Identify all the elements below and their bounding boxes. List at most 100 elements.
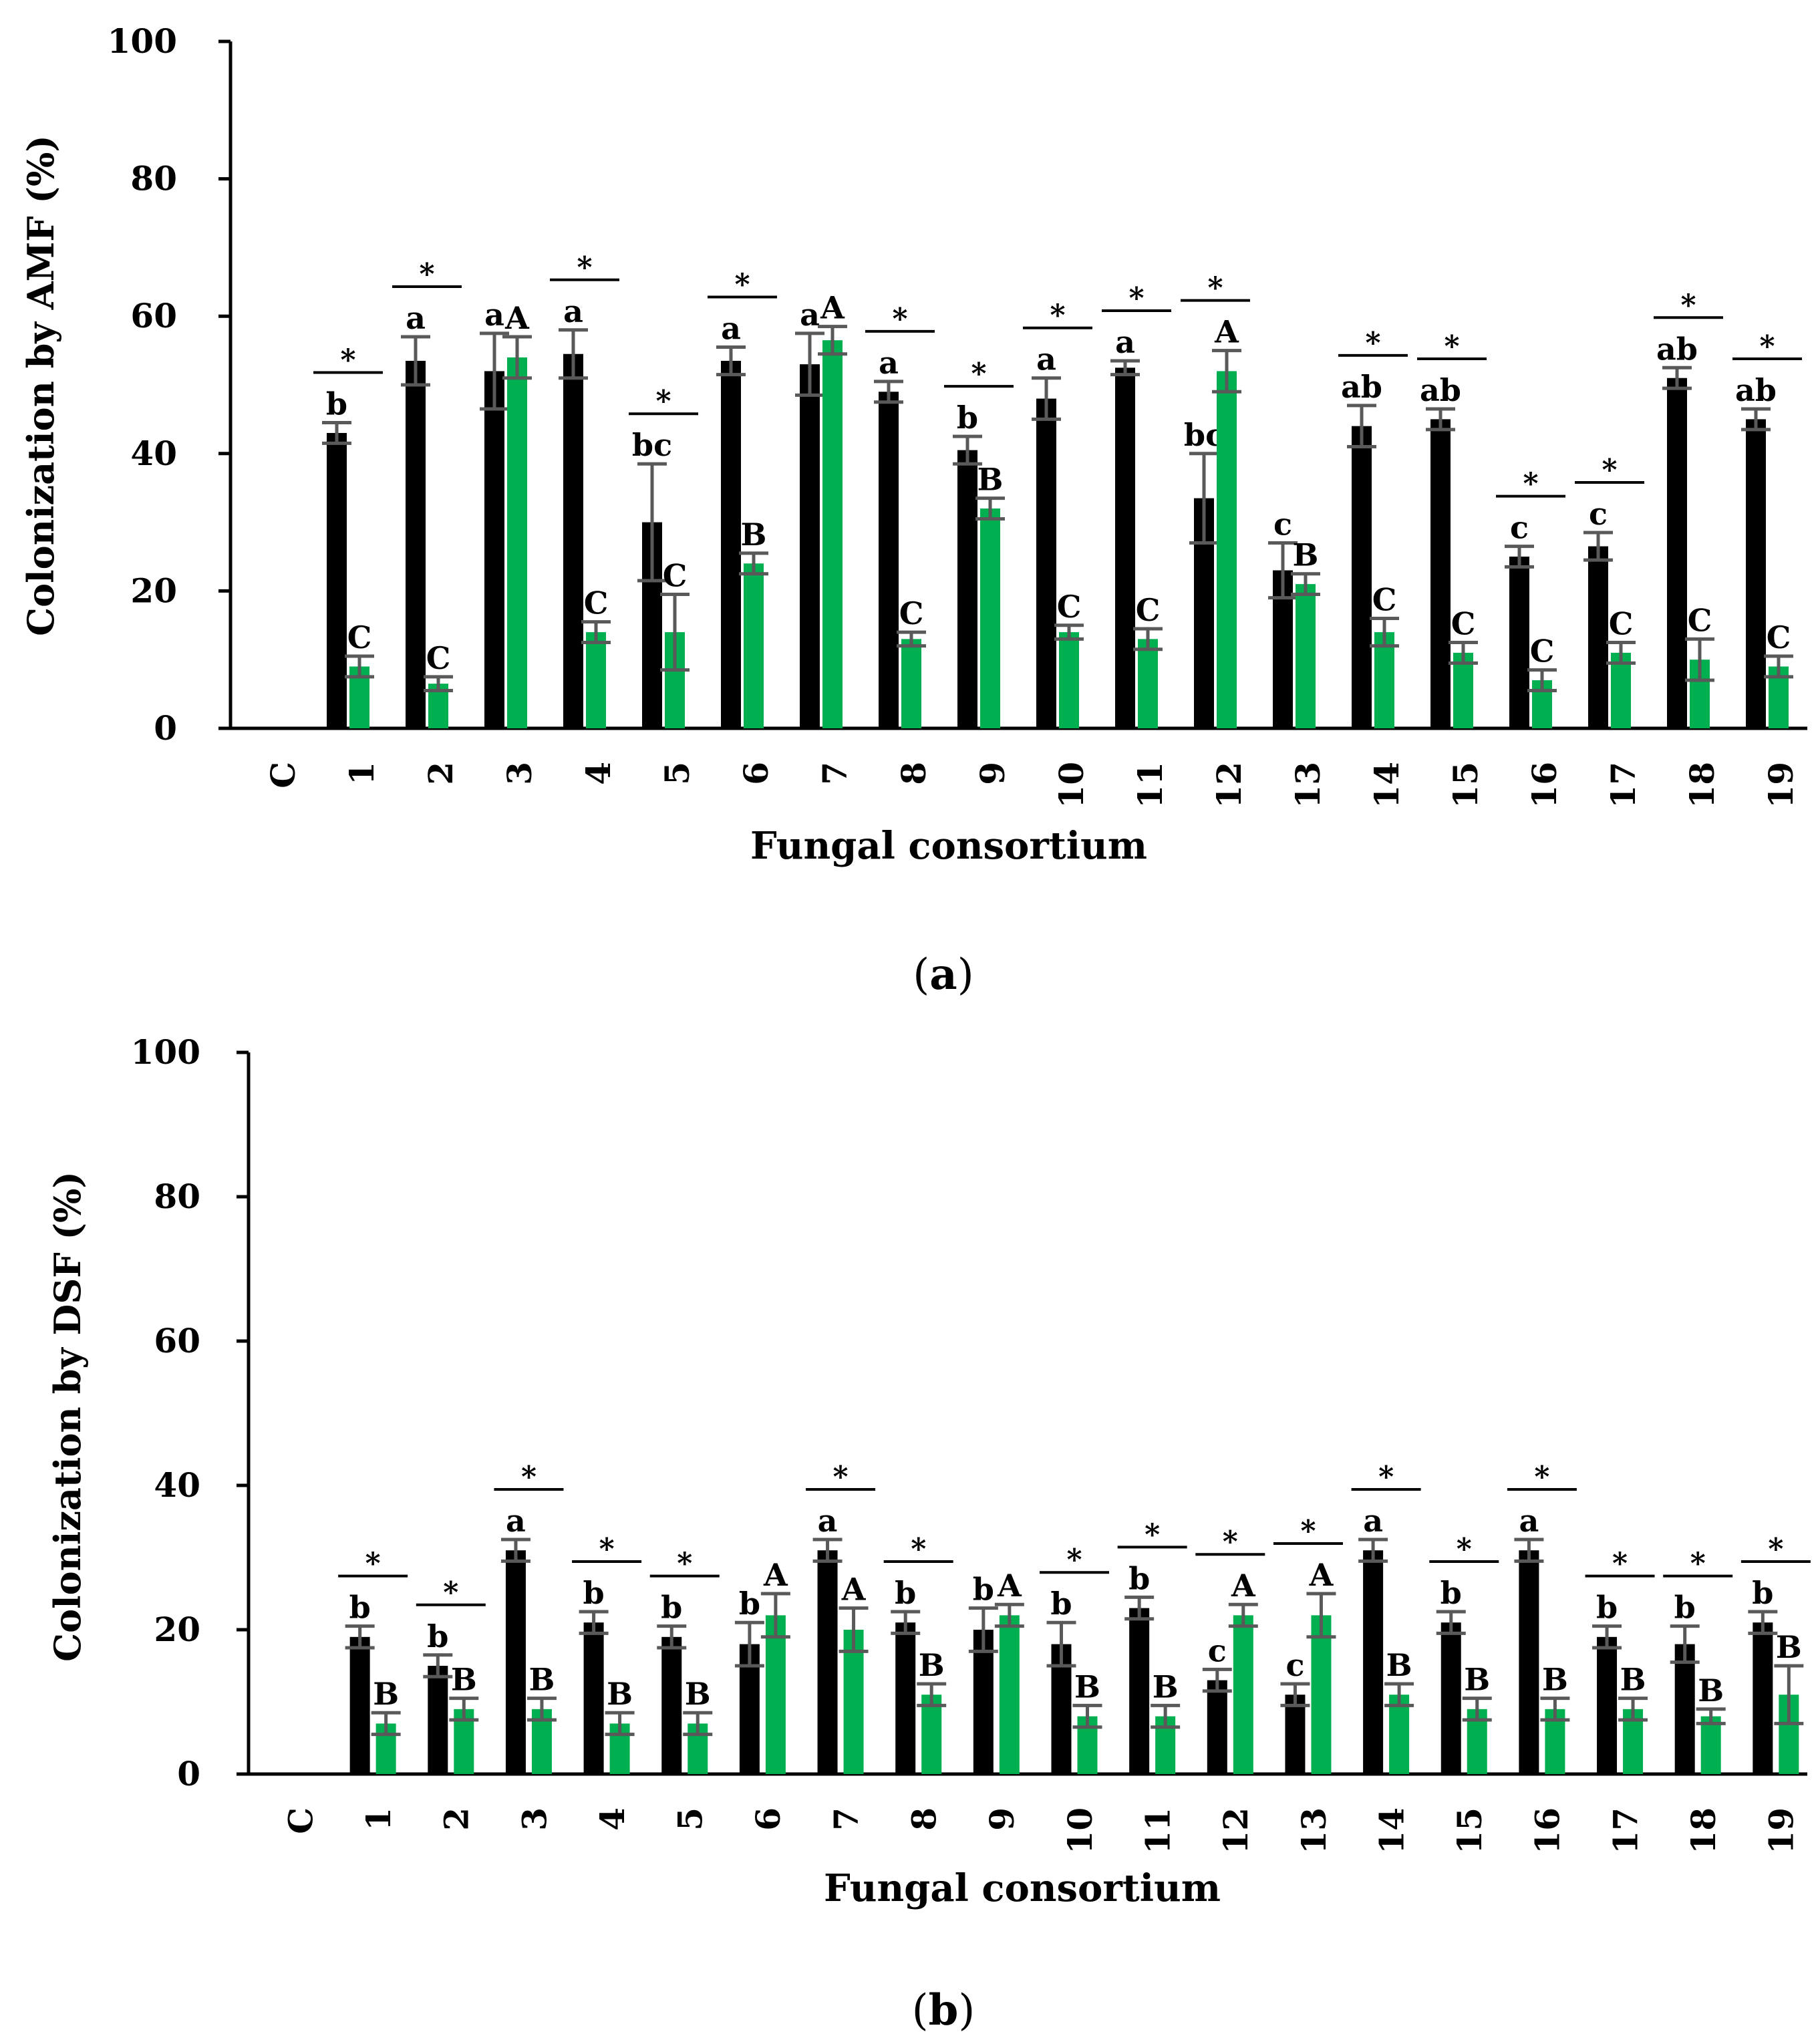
bar-series-1 xyxy=(1285,1695,1306,1774)
significance-letter: A xyxy=(997,1568,1022,1604)
panel-b-chart: 0 20 40 60 80 100 Colonization by DSF (%) Funga… xyxy=(46,1032,1811,2035)
panel-a-chart: 0 20 40 60 80 100 Colonization by AMF (%) Funga… xyxy=(19,21,1807,1000)
significance-asterisk: * xyxy=(833,1460,849,1494)
x-tick-label: 9 xyxy=(982,1807,1022,1831)
bar-series-1 xyxy=(1129,1608,1150,1774)
x-tick-label: 14 xyxy=(1372,1807,1411,1854)
x-tick-label: 4 xyxy=(593,1807,632,1831)
significance-letter: A xyxy=(1214,314,1239,350)
significance-letter: a xyxy=(1036,341,1056,378)
significance-letter: b xyxy=(895,1575,916,1611)
significance-letter: B xyxy=(685,1676,711,1712)
x-tick-label: 17 xyxy=(1606,1807,1645,1854)
bar-series-1 xyxy=(563,353,583,728)
significance-letter: C xyxy=(1136,592,1161,628)
significance-letter: A xyxy=(820,290,845,326)
significance-letter: B xyxy=(1620,1662,1646,1698)
bar-series-2 xyxy=(1296,584,1316,728)
significance-letter: a xyxy=(563,293,583,329)
significance-asterisk: * xyxy=(1223,1525,1238,1559)
bar-series-2 xyxy=(921,1695,942,1774)
significance-letter: b xyxy=(1128,1560,1150,1596)
x-tick-label: C xyxy=(281,1807,320,1834)
significance-letter: b xyxy=(973,1572,994,1608)
significance-letter: ab xyxy=(1420,372,1461,408)
x-tick-label: 16 xyxy=(1528,1807,1567,1854)
significance-letter: C xyxy=(584,585,609,621)
significance-asterisk: * xyxy=(599,1532,615,1566)
significance-asterisk: * xyxy=(419,257,434,291)
significance-letter: bc xyxy=(632,427,672,463)
x-tick-label: 12 xyxy=(1216,1807,1255,1854)
significance-letter: B xyxy=(1293,537,1319,573)
x-tick-label: 3 xyxy=(514,1807,554,1831)
x-tick-label: 2 xyxy=(437,1807,476,1831)
y-axis-title: Colonization by DSF (%) xyxy=(46,1171,89,1662)
panel-caption: (a) xyxy=(913,950,973,1000)
bar-series-2 xyxy=(1311,1615,1332,1774)
bar-series-1 xyxy=(1588,546,1608,728)
bar-series-2 xyxy=(586,632,606,728)
significance-asterisk: * xyxy=(1050,299,1065,333)
significance-asterisk: * xyxy=(1457,1532,1472,1566)
significance-letter: b xyxy=(1752,1575,1773,1611)
x-tick-label: C xyxy=(263,762,303,788)
significance-letter: C xyxy=(663,558,688,594)
x-tick-label: 5 xyxy=(657,762,697,785)
significance-letter: a xyxy=(800,297,820,333)
x-tick-label: 19 xyxy=(1762,1807,1801,1854)
y-tick-label: 100 xyxy=(131,1032,200,1072)
significance-letter: b xyxy=(427,1618,448,1654)
bar-series-2 xyxy=(1611,652,1631,728)
significance-asterisk: * xyxy=(1602,453,1617,487)
significance-letter: b xyxy=(739,1586,760,1622)
significance-asterisk: * xyxy=(1207,271,1223,305)
significance-asterisk: * xyxy=(1128,281,1144,315)
bar-series-1 xyxy=(1363,1550,1384,1774)
y-tick-label: 40 xyxy=(154,1465,200,1505)
bar-series-1 xyxy=(1430,419,1451,728)
significance-letter: B xyxy=(451,1662,477,1698)
x-tick-label: 4 xyxy=(579,762,618,785)
x-tick-label: 18 xyxy=(1684,1807,1723,1854)
caption-close-paren: ) xyxy=(957,950,974,1000)
significance-letter: ab xyxy=(1341,369,1382,405)
significance-asterisk: * xyxy=(443,1576,458,1610)
significance-letter: b xyxy=(661,1590,682,1626)
significance-asterisk: * xyxy=(971,357,986,391)
significance-letter: C xyxy=(1530,633,1555,670)
bar-series-2 xyxy=(822,340,843,728)
significance-letter: B xyxy=(529,1662,555,1698)
significance-letter: C xyxy=(1688,602,1712,638)
y-tick-label: 20 xyxy=(154,1610,200,1649)
significance-asterisk: * xyxy=(1768,1532,1783,1566)
x-tick-label: 10 xyxy=(1052,762,1091,809)
y-tick-label: 0 xyxy=(177,1754,200,1793)
significance-asterisk: * xyxy=(677,1547,692,1581)
x-tick-label: 11 xyxy=(1130,762,1170,809)
significance-letter: B xyxy=(607,1676,633,1712)
y-tick-label: 20 xyxy=(130,571,177,610)
significance-asterisk: * xyxy=(1444,329,1459,363)
x-tick-label: 13 xyxy=(1288,762,1328,809)
bar-series-2 xyxy=(1389,1695,1410,1774)
significance-letter: C xyxy=(1057,589,1082,625)
significance-letter: B xyxy=(1386,1647,1412,1683)
bar-series-1 xyxy=(895,1622,916,1774)
significance-asterisk: * xyxy=(1612,1547,1628,1581)
bar-series-1 xyxy=(484,371,504,728)
significance-asterisk: * xyxy=(734,267,750,301)
x-tick-label: 15 xyxy=(1446,762,1485,809)
caption-open-paren: ( xyxy=(913,950,929,1000)
x-tick-label: 12 xyxy=(1209,762,1249,809)
bar-series-1 xyxy=(800,364,820,728)
y-tick-label: 0 xyxy=(154,708,177,748)
significance-asterisk: * xyxy=(1680,288,1696,322)
bar-series-1 xyxy=(879,392,899,728)
bar-series-1 xyxy=(1509,557,1529,728)
significance-letter: C xyxy=(1609,606,1634,642)
bar-series-1 xyxy=(1036,398,1056,728)
significance-letter: a xyxy=(506,1503,526,1539)
x-tick-label: 5 xyxy=(671,1807,710,1831)
significance-letter: a xyxy=(818,1503,838,1539)
